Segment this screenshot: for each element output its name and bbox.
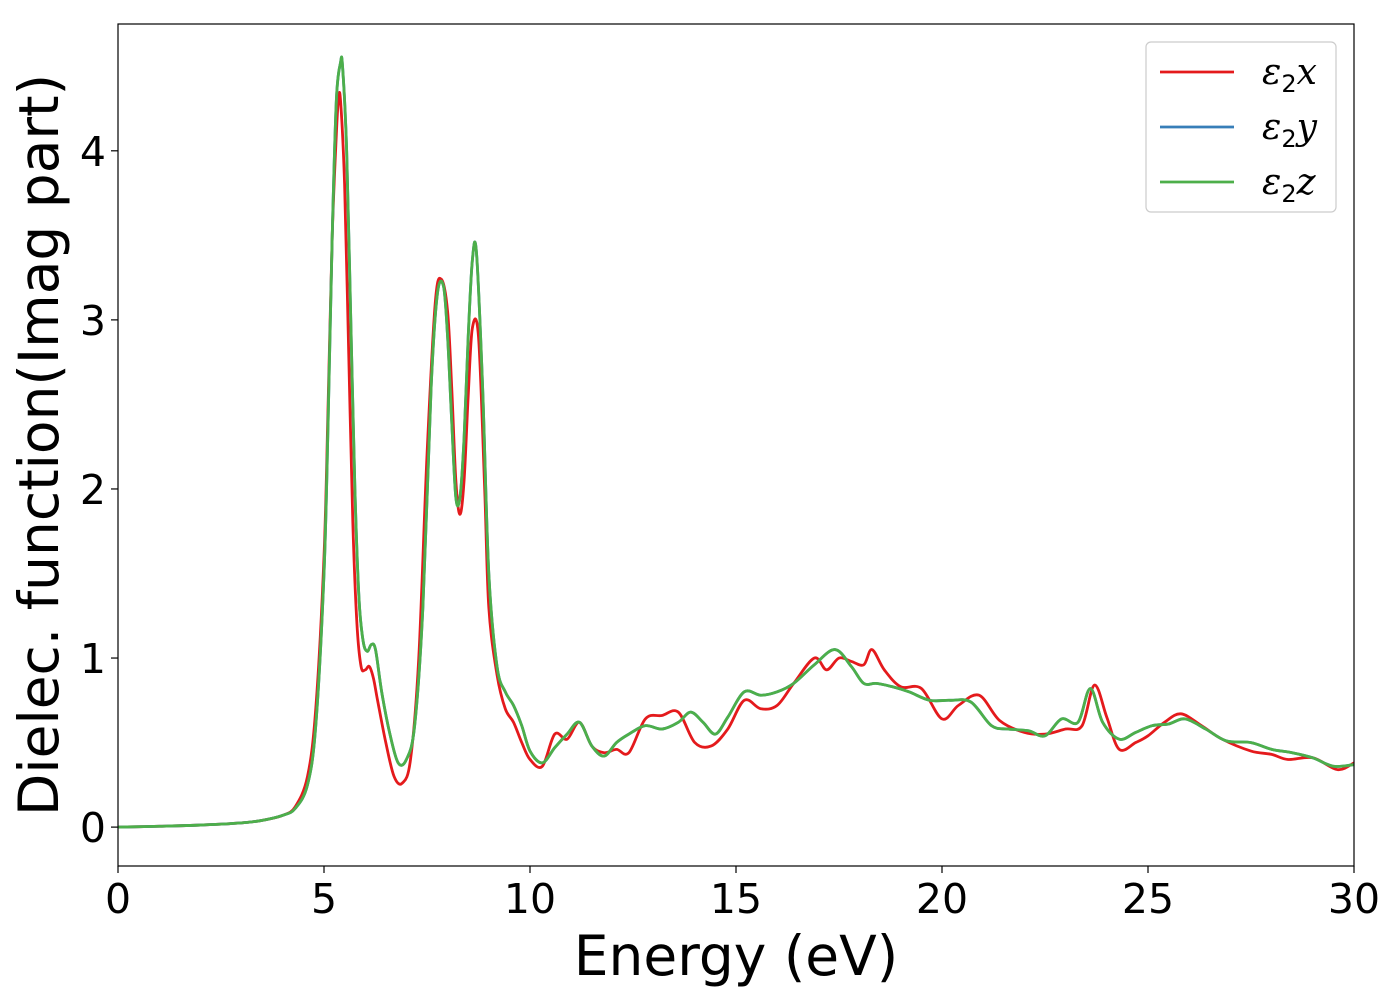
legend-symbol: ε xyxy=(1262,162,1281,203)
y-tick-label: 3 xyxy=(80,297,106,345)
legend-label-eps2x: ε2x xyxy=(1262,52,1317,98)
y-tick-label: 1 xyxy=(80,635,106,683)
x-axis-ticks: 0 5 10 15 20 25 30 xyxy=(105,866,1380,923)
y-tick-label: 0 xyxy=(80,804,106,852)
x-tick-label: 30 xyxy=(1328,875,1380,923)
y-axis-title: Dielec. function(Imag part) xyxy=(7,74,71,816)
x-tick-label: 15 xyxy=(710,875,762,923)
legend-axis: y xyxy=(1295,107,1318,148)
series-line-eps2x xyxy=(118,91,1354,829)
y-tick-label: 4 xyxy=(80,128,106,176)
legend-axis: x xyxy=(1297,52,1317,93)
x-tick-label: 25 xyxy=(1122,875,1174,923)
legend-subscript: 2 xyxy=(1281,70,1296,98)
legend-subscript: 2 xyxy=(1281,180,1296,208)
legend-box xyxy=(1145,41,1337,213)
y-axis-ticks: 0 1 2 3 4 xyxy=(80,128,118,852)
series-line-eps2z xyxy=(118,55,1354,829)
legend-label-eps2z: ε2z xyxy=(1262,162,1317,208)
legend-subscript: 2 xyxy=(1281,125,1296,153)
x-tick-label: 20 xyxy=(916,875,968,923)
series-layer xyxy=(118,55,1354,829)
legend-symbol: ε xyxy=(1262,52,1281,93)
y-tick-label: 2 xyxy=(80,466,106,514)
x-tick-label: 10 xyxy=(504,875,556,923)
x-tick-label: 0 xyxy=(105,875,131,923)
legend-label-eps2y: ε2y xyxy=(1262,107,1318,153)
plot-frame xyxy=(117,23,1355,867)
x-tick-label: 5 xyxy=(311,875,337,923)
legend-symbol: ε xyxy=(1262,107,1281,148)
x-axis-title: Energy (eV) xyxy=(574,924,898,988)
legend-axis: z xyxy=(1296,162,1317,203)
